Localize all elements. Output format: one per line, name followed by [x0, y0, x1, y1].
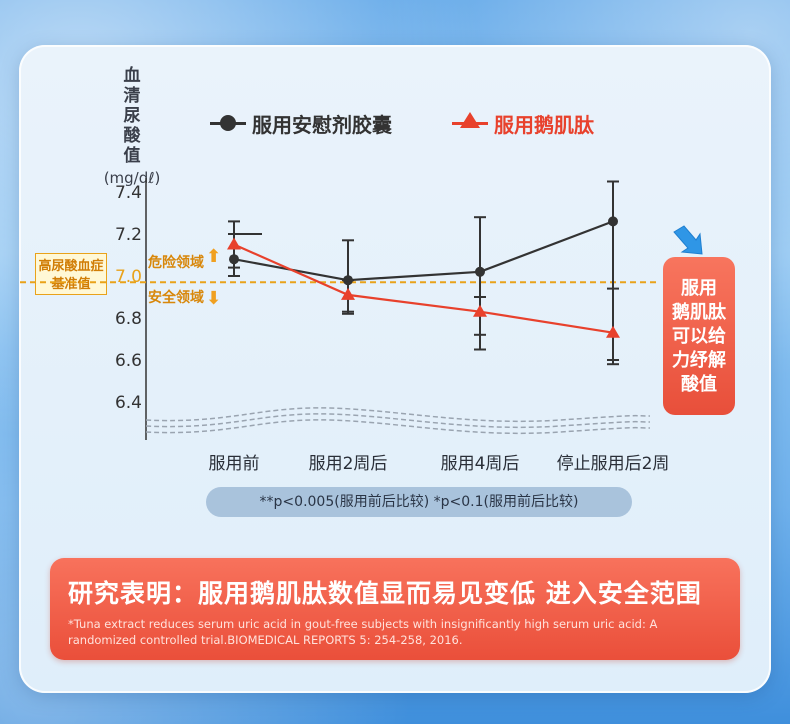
y-tick-label: 7.0: [115, 267, 142, 287]
significance-note: **p<0.005(服用前后比较) *p<0.1(服用前后比较): [206, 487, 632, 517]
baseline-label-line2: 基准值: [51, 277, 91, 292]
triangle-marker-icon: [460, 112, 480, 128]
safe-zone-label: 安全领域: [148, 290, 204, 306]
y-tick-label: 6.8: [115, 309, 142, 329]
y-tick-label: 7.2: [115, 225, 142, 245]
banner-title: 研究表明：服用鹅肌肽数值显而易见变低 进入安全范围: [68, 579, 702, 608]
x-tick-label: 服用前: [209, 454, 260, 474]
data-point: [341, 287, 355, 300]
axis-break-line: [145, 419, 651, 435]
legend-tuna: 服用鹅肌肽: [452, 109, 594, 138]
data-point: [608, 216, 618, 227]
arrow-down-right-icon: [673, 225, 703, 255]
callout-line: 可以给: [672, 326, 726, 347]
callout-line: 酸值: [681, 374, 717, 395]
x-tick-label: 停止服用后2周: [557, 454, 670, 474]
callout-line: 服用: [681, 278, 717, 299]
legend-tuna-label: 服用鹅肌肽: [494, 113, 594, 137]
danger-zone-label: 危险领域: [148, 255, 204, 271]
legend-tuna-line: [452, 112, 488, 128]
y-axis-label: 血 清 尿 酸 值 (mg/dℓ): [104, 66, 161, 188]
x-tick-label: 服用4周后: [441, 454, 520, 474]
y-axis-char: 清: [123, 86, 141, 106]
conclusion-callout: 服用 鹅肌肽 可以给 力纾解 酸值: [663, 257, 735, 415]
y-axis-char: 血: [123, 66, 141, 86]
axis-break-line: [145, 413, 651, 429]
legend-placebo: 服用安慰剂胶囊: [210, 109, 392, 138]
data-point: [473, 304, 487, 317]
callout-line: 力纾解: [672, 350, 726, 371]
callout-line: 鹅肌肽: [672, 302, 726, 323]
y-tick-label: 7.4: [115, 183, 142, 203]
axis-break-line: [145, 407, 651, 423]
series-line: [233, 243, 614, 334]
banner-citation: *Tuna extract reduces serum uric acid in…: [68, 617, 658, 647]
baseline-label-box: 高尿酸血症 基准值: [35, 253, 107, 295]
baseline-label-line1: 高尿酸血症: [38, 259, 104, 274]
legend-placebo-line: [210, 115, 246, 131]
arrow-up-icon: ⬆: [206, 246, 222, 267]
x-tick-label: 服用2周后: [309, 454, 388, 474]
circle-marker-icon: [220, 115, 236, 131]
y-axis-char: 尿: [123, 106, 141, 126]
arrow-down-icon: ⬇: [206, 288, 222, 309]
data-point: [475, 266, 485, 277]
y-axis-char: 酸: [123, 126, 141, 146]
y-tick-label: 6.4: [115, 393, 142, 413]
data-point: [227, 237, 241, 250]
series-line: [233, 220, 614, 282]
study-banner: 研究表明：服用鹅肌肽数值显而易见变低 进入安全范围 *Tuna extract …: [50, 558, 740, 660]
y-axis-char: 值: [123, 146, 141, 166]
legend-placebo-label: 服用安慰剂胶囊: [252, 113, 392, 137]
y-tick-label: 6.6: [115, 351, 142, 371]
data-point: [606, 325, 620, 338]
